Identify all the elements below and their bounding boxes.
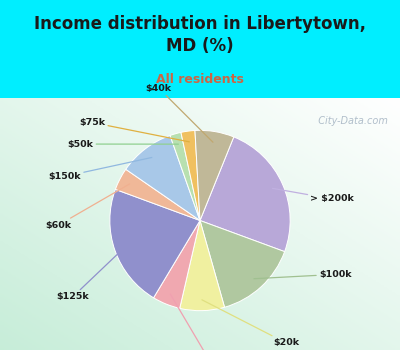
Text: $150k: $150k <box>48 158 152 181</box>
Wedge shape <box>200 220 285 307</box>
Wedge shape <box>180 220 224 311</box>
Wedge shape <box>181 131 200 220</box>
Text: City-Data.com: City-Data.com <box>312 116 388 126</box>
Text: $50k: $50k <box>68 140 178 148</box>
Wedge shape <box>200 137 290 252</box>
Wedge shape <box>170 132 200 220</box>
Text: $100k: $100k <box>254 270 352 279</box>
Text: $125k: $125k <box>56 247 125 301</box>
Text: Income distribution in Libertytown,
MD (%): Income distribution in Libertytown, MD (… <box>34 15 366 55</box>
Text: $75k: $75k <box>79 118 189 142</box>
Text: $40k: $40k <box>146 84 213 142</box>
Wedge shape <box>110 189 200 298</box>
Text: $200k: $200k <box>170 294 224 350</box>
Wedge shape <box>115 169 200 220</box>
Wedge shape <box>195 130 234 220</box>
Text: All residents: All residents <box>156 73 244 86</box>
Wedge shape <box>126 135 200 220</box>
Wedge shape <box>154 220 200 308</box>
Text: $20k: $20k <box>202 300 299 348</box>
Text: $60k: $60k <box>45 184 130 230</box>
Text: > $200k: > $200k <box>272 188 354 203</box>
